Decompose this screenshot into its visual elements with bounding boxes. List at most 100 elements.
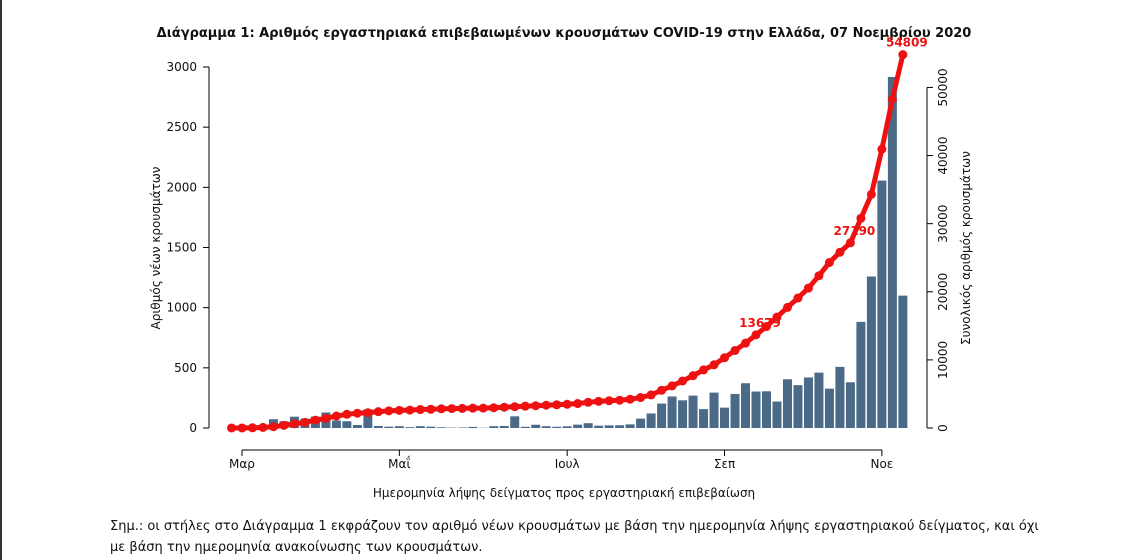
bar xyxy=(646,413,656,428)
bar xyxy=(363,409,373,428)
bar xyxy=(751,391,761,428)
bar xyxy=(741,383,751,428)
y2-tick-label: 30000 xyxy=(936,205,950,243)
line-point xyxy=(720,353,730,363)
bar xyxy=(856,321,866,428)
y-tick-label: 2500 xyxy=(166,120,197,134)
line-point xyxy=(279,420,289,430)
line-point xyxy=(824,257,834,267)
line-point xyxy=(405,405,415,415)
line-point xyxy=(866,189,876,199)
line-point xyxy=(699,365,709,375)
bar xyxy=(552,426,562,428)
bar xyxy=(562,426,572,428)
bar xyxy=(499,425,509,428)
line-point xyxy=(793,293,803,303)
y-tick-label: 3000 xyxy=(166,60,197,74)
y2-axis-title: Συνολικός αριθμός κρουσμάτων xyxy=(959,151,973,345)
line-point xyxy=(761,322,771,332)
footnote: Σημ.: οι στήλες στο Διάγραμμα 1 εκφράζου… xyxy=(110,519,1039,534)
y-tick-label: 0 xyxy=(189,421,197,435)
footnote: με βάση την ημερομηνία ανακοίνωσης των κ… xyxy=(110,540,483,555)
bar xyxy=(489,426,499,428)
bar xyxy=(531,424,541,428)
bar xyxy=(782,379,792,428)
chart: Διάγραμμα 1: Αριθμός εργαστηριακά επιβεβ… xyxy=(149,26,973,500)
bar xyxy=(720,407,730,428)
line-point xyxy=(667,381,677,391)
bar xyxy=(793,385,803,428)
line-point xyxy=(384,406,394,416)
line-point xyxy=(258,422,268,432)
line-point xyxy=(741,338,751,348)
line-point xyxy=(331,411,341,421)
line-point xyxy=(646,390,656,400)
bar xyxy=(877,180,887,428)
bar xyxy=(583,423,593,428)
bar xyxy=(866,276,876,428)
line-point xyxy=(363,408,373,418)
bar xyxy=(887,76,897,428)
bar xyxy=(394,426,404,428)
bar xyxy=(352,424,362,428)
line-point xyxy=(268,422,278,432)
y2-tick-label: 40000 xyxy=(936,136,950,174)
line-point xyxy=(352,408,362,418)
bar xyxy=(436,427,446,428)
x-tick-label: Σεπ xyxy=(714,457,735,471)
line-point xyxy=(803,283,813,293)
line-point xyxy=(730,345,740,355)
line-point xyxy=(321,413,331,423)
data-label: 54809 xyxy=(886,36,928,50)
bar xyxy=(384,426,394,428)
bar xyxy=(657,403,667,428)
line-point xyxy=(541,400,551,410)
line-point xyxy=(877,144,887,154)
line-point xyxy=(583,397,593,407)
x-tick-label: Νοε xyxy=(870,457,893,471)
bar xyxy=(594,425,604,428)
bar xyxy=(845,382,855,428)
bar xyxy=(803,377,813,428)
line-point xyxy=(856,213,866,223)
line-point xyxy=(510,402,520,412)
line-point xyxy=(814,271,824,281)
bar xyxy=(688,395,698,428)
chart-title: Διάγραμμα 1: Αριθμός εργαστηριακά επιβεβ… xyxy=(157,26,972,41)
line-point xyxy=(636,393,646,403)
bar xyxy=(814,372,824,428)
line-point xyxy=(772,312,782,322)
y-tick-label: 500 xyxy=(174,361,197,375)
line-point xyxy=(373,407,383,417)
line-point xyxy=(845,238,855,248)
x-axis-title: Ημερομηνία λήψης δείγματος προς εργαστηρ… xyxy=(373,486,755,500)
bar xyxy=(615,425,625,428)
line-point xyxy=(227,423,236,433)
line-point xyxy=(342,409,352,419)
line-point xyxy=(552,400,562,410)
x-tick-label: Ιουλ xyxy=(555,457,580,471)
line-point xyxy=(604,396,614,406)
line-point xyxy=(678,376,688,386)
y2-tick-label: 10000 xyxy=(936,341,950,379)
y2-tick-label: 50000 xyxy=(936,68,950,106)
line-point xyxy=(457,403,467,413)
line-point xyxy=(247,423,257,433)
bar xyxy=(824,388,834,428)
bar xyxy=(835,366,845,428)
bar xyxy=(405,427,415,428)
data-label: 27190 xyxy=(834,224,876,238)
line-point xyxy=(625,394,635,404)
line-point xyxy=(415,405,425,415)
bar xyxy=(761,391,771,428)
bar xyxy=(331,420,341,428)
data-label: 13679 xyxy=(739,316,781,330)
line-point xyxy=(394,405,404,415)
bar xyxy=(699,409,709,428)
bar xyxy=(468,426,478,428)
bar xyxy=(772,401,782,428)
bar xyxy=(667,396,677,428)
bar xyxy=(426,426,436,428)
line-point xyxy=(447,404,457,414)
